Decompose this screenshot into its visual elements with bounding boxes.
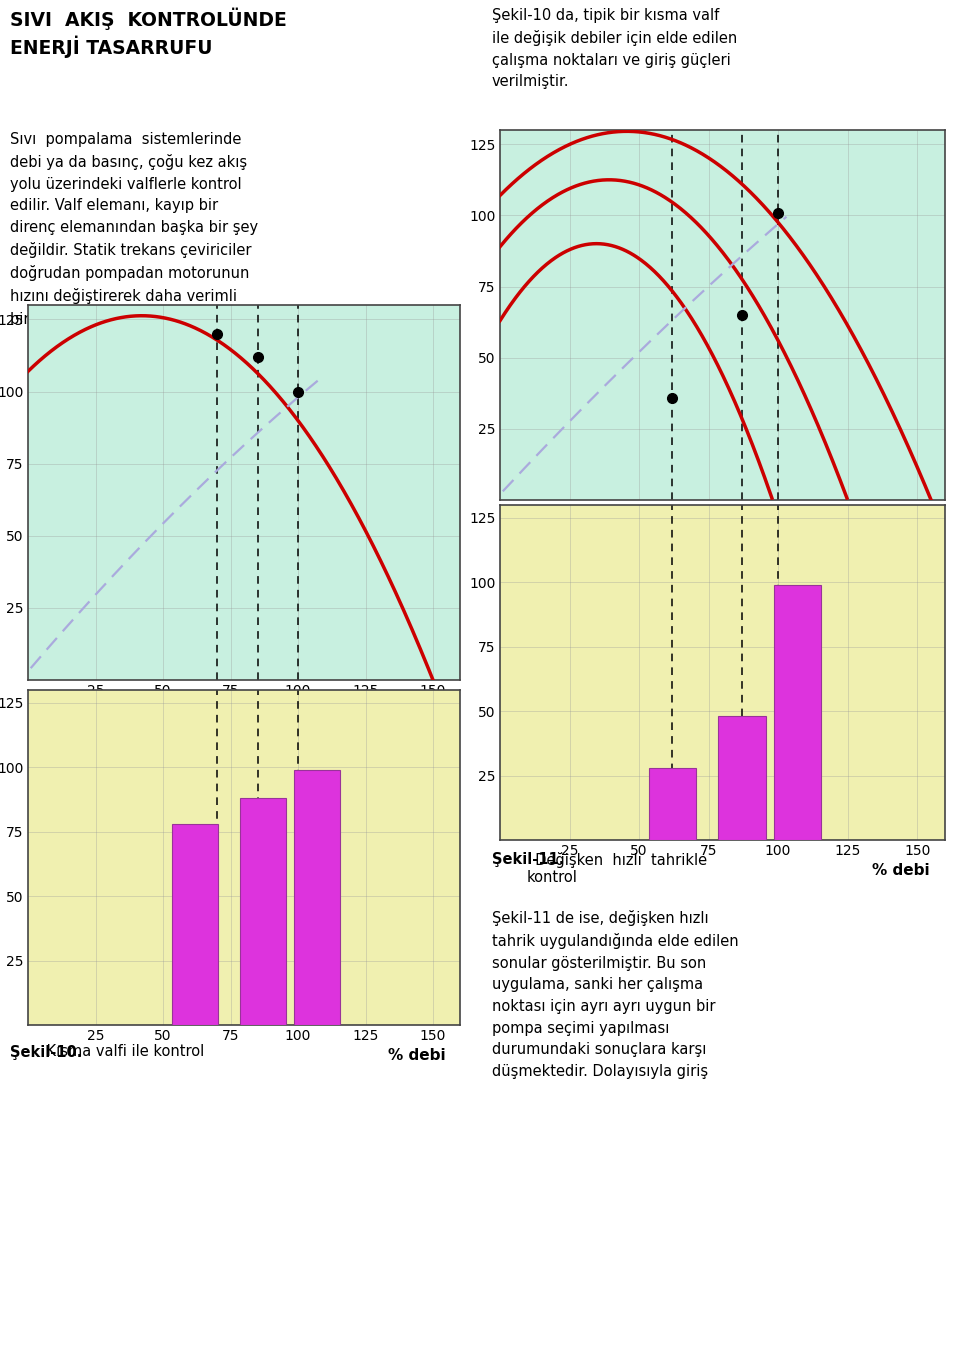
Bar <box>240 798 286 1025</box>
X-axis label: % debi: % debi <box>872 526 929 541</box>
Text: Şekil-11.: Şekil-11. <box>492 851 564 868</box>
Text: Sıvı  pompalama  sistemlerinde
debi ya da basınç, çoğu kez akış
yolu üzerindeki : Sıvı pompalama sistemlerinde debi ya da … <box>10 132 258 327</box>
Text: Değişken  hızlı  tahrikle
kontrol: Değişken hızlı tahrikle kontrol <box>526 851 708 885</box>
X-axis label: % debi: % debi <box>388 1049 445 1064</box>
Bar <box>774 585 821 841</box>
Text: SIVI  AKIŞ  KONTROLÜNDE
ENERJİ TASARRUFU: SIVI AKIŞ KONTROLÜNDE ENERJİ TASARRUFU <box>10 8 287 58</box>
Bar <box>294 769 340 1025</box>
X-axis label: % debi: % debi <box>388 706 445 721</box>
Text: Şekil-11 de ise, değişken hızlı
tahrik uygulandığında elde edilen
sonular göster: Şekil-11 de ise, değişken hızlı tahrik u… <box>492 911 738 1079</box>
Text: Şekil-10 da, tipik bir kısma valf
ile değişik debiler için elde edilen
çalışma n: Şekil-10 da, tipik bir kısma valf ile de… <box>492 8 737 89</box>
Bar <box>173 824 218 1025</box>
Text: Kısma valfi ile kontrol: Kısma valfi ile kontrol <box>42 1045 204 1060</box>
X-axis label: % debi: % debi <box>872 863 929 878</box>
Bar <box>718 717 766 841</box>
Bar <box>649 768 696 841</box>
Text: Şekil-10.: Şekil-10. <box>10 1045 83 1060</box>
